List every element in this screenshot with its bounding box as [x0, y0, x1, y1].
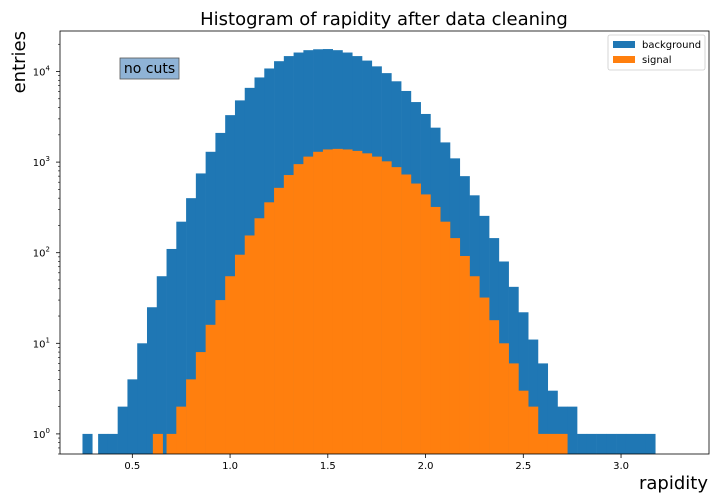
bar-signal [313, 151, 324, 455]
bar-signal [469, 276, 480, 454]
bar-background [557, 406, 568, 454]
bar-signal [459, 255, 470, 454]
bar-signal [420, 194, 431, 454]
legend: background signal [607, 34, 706, 71]
bar-signal [489, 320, 500, 454]
bar-background [137, 343, 148, 454]
bar-background [186, 198, 197, 454]
bar-signal [401, 174, 412, 455]
y-tick-label: 101 [33, 336, 50, 350]
x-tick-label: 2.0 [418, 461, 434, 472]
bar-signal [381, 161, 392, 454]
y-tick-label: 100 [33, 427, 50, 441]
bar-signal [537, 433, 549, 454]
bar-signal [449, 238, 461, 454]
bar-background [645, 433, 656, 454]
bar-signal [508, 363, 519, 454]
bar-signal [215, 300, 226, 454]
bar-signal [362, 153, 373, 454]
bar-background [205, 151, 216, 455]
bar-signal [274, 187, 285, 454]
bar-signal [479, 297, 490, 454]
y-tick-label: 103 [33, 155, 50, 169]
bar-signal [342, 149, 353, 454]
annotation-box: no cuts [119, 57, 180, 80]
legend-swatch-background [613, 41, 635, 48]
annotation-background [119, 57, 180, 80]
y-tick-label: 104 [33, 65, 51, 79]
y-tick-label: 102 [33, 246, 50, 260]
bar-signal [332, 148, 343, 454]
bar-background [127, 379, 138, 454]
x-tick-label: 1.5 [320, 461, 336, 472]
bar-background [635, 433, 646, 454]
bar-signal [440, 221, 451, 454]
bar-background [596, 433, 607, 454]
series-signal [152, 148, 568, 455]
legend-label-signal: signal [642, 55, 672, 66]
bar-signal [557, 433, 568, 454]
annotation-text: no cuts [124, 61, 175, 77]
legend-label-background: background [642, 40, 701, 51]
bar-background [82, 433, 93, 454]
bar-signal [322, 149, 333, 454]
bar-background [156, 276, 167, 454]
bar-signal [303, 156, 314, 455]
bar-signal [528, 406, 539, 454]
bar-signal [264, 202, 275, 454]
x-axis-label: rapidity [639, 473, 708, 494]
bar-signal [352, 150, 363, 454]
bar-signal [498, 343, 509, 454]
bar-signal [371, 156, 382, 455]
bar-signal [152, 433, 163, 454]
bar-signal [283, 175, 294, 454]
bar-signal [225, 276, 236, 454]
x-tick-label: 2.5 [515, 461, 531, 472]
bar-background [606, 433, 617, 454]
bar-signal [205, 324, 216, 454]
bar-background [176, 221, 187, 454]
bar-background [195, 173, 206, 454]
bar-background [107, 433, 118, 454]
legend-swatch-signal [613, 56, 635, 63]
bar-background [625, 433, 636, 454]
bars-layer [82, 49, 656, 455]
bar-signal [254, 218, 265, 454]
y-axis: 100 101 102 103 104 [33, 43, 60, 455]
bar-background [215, 132, 226, 455]
bar-background [117, 406, 128, 454]
bar-background [166, 248, 177, 454]
bar-signal [234, 254, 246, 454]
bar-signal [176, 406, 187, 454]
chart-title: Histogram of rapidity after data cleanin… [200, 9, 568, 30]
y-axis-label: entries [9, 31, 30, 93]
bar-background [518, 312, 529, 454]
bar-signal [293, 164, 304, 454]
bar-signal [186, 379, 197, 454]
bar-signal [410, 183, 421, 455]
bar-background [616, 433, 627, 454]
bar-background [98, 433, 109, 454]
bar-signal [518, 390, 529, 454]
x-tick-label: 3.0 [613, 461, 629, 472]
bar-background [547, 390, 558, 454]
bar-background [537, 363, 549, 454]
bar-signal [166, 433, 177, 454]
plot-frame [59, 30, 710, 455]
bar-signal [195, 352, 206, 454]
x-tick-label: 0.5 [124, 461, 140, 472]
x-axis: 0.5 1.0 1.5 2.0 2.5 3.0 [124, 454, 629, 472]
bar-background [146, 307, 158, 454]
x-tick-label: 1.0 [222, 461, 238, 472]
bar-signal [430, 206, 441, 454]
bar-background [577, 433, 588, 454]
bar-background [567, 406, 578, 454]
bar-signal [244, 235, 255, 454]
bar-signal [391, 167, 402, 454]
bar-signal [547, 433, 558, 454]
bar-background [586, 433, 597, 454]
bar-background [528, 339, 539, 454]
